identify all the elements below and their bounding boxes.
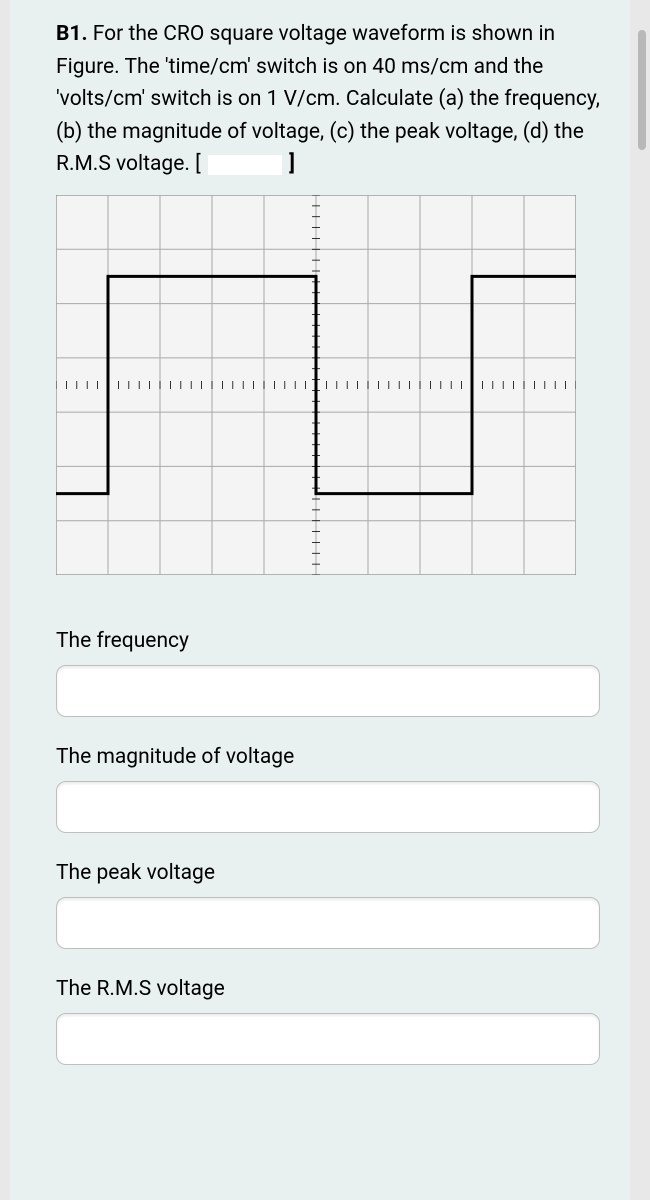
label-peak: The peak voltage: [56, 861, 600, 885]
input-rms[interactable]: [56, 1013, 600, 1065]
input-frequency[interactable]: [56, 665, 600, 717]
scrollbar-thumb[interactable]: [638, 30, 646, 150]
input-magnitude[interactable]: [56, 781, 600, 833]
field-group-rms: The R.M.S voltage: [56, 977, 600, 1065]
close-bracket: ]: [289, 152, 295, 176]
field-group-frequency: The frequency: [56, 629, 600, 717]
label-magnitude: The magnitude of voltage: [56, 745, 600, 769]
question-number: B1.: [56, 22, 88, 46]
answer-blank-inline: [208, 155, 282, 175]
question-body: For the CRO square voltage waveform is s…: [56, 22, 600, 176]
field-group-magnitude: The magnitude of voltage: [56, 745, 600, 833]
label-frequency: The frequency: [56, 629, 600, 653]
field-group-peak: The peak voltage: [56, 861, 600, 949]
question-panel: B1. For the CRO square voltage waveform …: [10, 0, 630, 1200]
label-rms: The R.M.S voltage: [56, 977, 600, 1001]
page-wrap: B1. For the CRO square voltage waveform …: [0, 0, 650, 1200]
input-peak[interactable]: [56, 897, 600, 949]
cro-waveform-figure: [56, 195, 576, 575]
question-text: B1. For the CRO square voltage waveform …: [56, 18, 600, 181]
